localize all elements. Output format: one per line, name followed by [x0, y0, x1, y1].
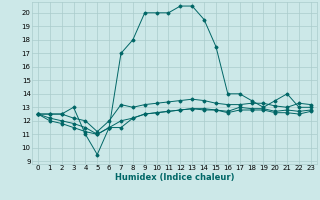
X-axis label: Humidex (Indice chaleur): Humidex (Indice chaleur): [115, 173, 234, 182]
